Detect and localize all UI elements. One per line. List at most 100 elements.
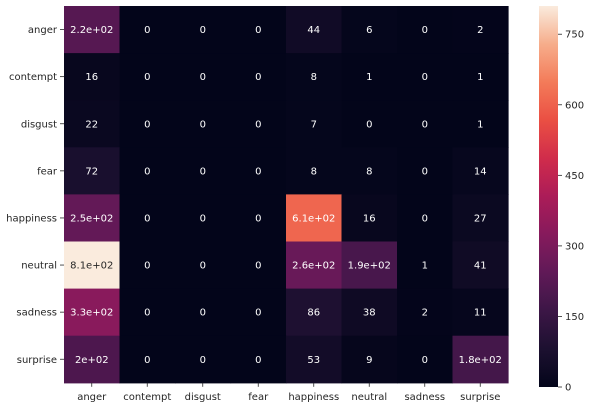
cell-annotation: 0 xyxy=(200,355,206,366)
y-tick-label: contempt xyxy=(9,72,57,83)
cell-annotation: 44 xyxy=(307,25,320,36)
cell-annotation: 0 xyxy=(255,261,261,272)
heatmap-cell-disgust-disgust xyxy=(175,100,232,148)
heatmap-cell-happiness-contempt xyxy=(119,194,176,243)
y-tick-labels: anger contempt disgust fear happiness neutral… xyxy=(6,25,64,366)
cell-annotation: 0 xyxy=(144,166,150,177)
cell-annotation: 0 xyxy=(422,213,428,224)
heatmap-cell-anger-sadness xyxy=(397,6,454,54)
colorbar xyxy=(539,6,558,387)
colorbar-tick-label: 450 xyxy=(565,171,584,182)
heatmap-cell-anger-anger xyxy=(64,6,121,54)
cell-annotation: 86 xyxy=(307,308,320,319)
y-tick-label: disgust xyxy=(21,119,57,130)
heatmap-cell-fear-fear xyxy=(230,147,287,195)
heatmap-cell-neutral-fear xyxy=(230,241,287,290)
colorbar-tick-label: 150 xyxy=(565,312,584,323)
heatmap-cell-fear-surprise xyxy=(452,147,509,195)
heatmap-cell-sadness-fear xyxy=(230,288,287,337)
cell-annotation: 0 xyxy=(200,166,206,177)
cell-annotation: 1 xyxy=(477,119,483,130)
colorbar-tick-label: 600 xyxy=(565,100,584,111)
cell-annotation: 2 xyxy=(477,25,483,36)
cell-annotation: 0 xyxy=(422,166,428,177)
heatmap-cell-sadness-happiness xyxy=(286,288,343,337)
cell-annotation: 0 xyxy=(422,25,428,36)
heatmap-cell-fear-contempt xyxy=(119,147,176,195)
heatmap-cell-neutral-neutral xyxy=(341,241,398,290)
heatmap-cell-contempt-sadness xyxy=(397,53,454,101)
colorbar-tick-label: 750 xyxy=(565,30,584,41)
heatmap-cell-sadness-surprise xyxy=(452,288,509,337)
heatmap-cell-disgust-contempt xyxy=(119,100,176,148)
heatmap-cell-disgust-sadness xyxy=(397,100,454,148)
cell-annotation: 38 xyxy=(363,308,376,319)
cell-annotation: 0 xyxy=(200,72,206,83)
cell-annotation: 3.3e+02 xyxy=(70,308,113,319)
heatmap-cell-happiness-fear xyxy=(230,194,287,243)
cell-annotation: 41 xyxy=(474,261,487,272)
heatmap-cell-surprise-neutral xyxy=(341,335,398,384)
heatmap-cell-neutral-disgust xyxy=(175,241,232,290)
cell-annotation: 0 xyxy=(422,355,428,366)
cell-annotation: 2.5e+02 xyxy=(70,213,113,224)
cell-annotation: 27 xyxy=(474,213,487,224)
cell-annotation: 8 xyxy=(311,166,317,177)
cell-annotation: 0 xyxy=(200,261,206,272)
heatmap-cell-fear-happiness xyxy=(286,147,343,195)
y-tick-label: anger xyxy=(28,25,58,36)
heatmap-cell-fear-sadness xyxy=(397,147,454,195)
x-tick-label: happiness xyxy=(288,392,339,403)
cell-annotation: 8.1e+02 xyxy=(70,261,113,272)
cell-annotation: 14 xyxy=(474,166,487,177)
cell-annotation: 0 xyxy=(144,213,150,224)
cell-annotation: 0 xyxy=(366,119,372,130)
cell-annotation: 8 xyxy=(366,166,372,177)
cell-annotation: 11 xyxy=(474,308,487,319)
heatmap-cell-disgust-surprise xyxy=(452,100,509,148)
x-tick-label: fear xyxy=(248,392,269,403)
y-tick-label: surprise xyxy=(17,355,57,366)
cell-annotation: 6.1e+02 xyxy=(292,213,335,224)
cell-annotation: 0 xyxy=(255,308,261,319)
heatmap-cell-fear-anger xyxy=(64,147,121,195)
heatmap-cell-happiness-disgust xyxy=(175,194,232,243)
heatmap-cell-neutral-sadness xyxy=(397,241,454,290)
heatmap-cell-sadness-disgust xyxy=(175,288,232,337)
heatmap-cell-sadness-neutral xyxy=(341,288,398,337)
heatmap-cell-disgust-fear xyxy=(230,100,287,148)
heatmap-cell-neutral-happiness xyxy=(286,241,343,290)
cell-annotation: 53 xyxy=(307,355,320,366)
heatmap-cell-happiness-surprise xyxy=(452,194,509,243)
cell-annotation: 8 xyxy=(311,72,317,83)
heatmap-cell-happiness-happiness xyxy=(286,194,343,243)
cell-annotation: 0 xyxy=(200,119,206,130)
heatmap-cells: 2.2e+02 0 0 0 44 6 0 2 16 0 0 0 8 1 0 1 22 0 0 0 7 0 0 1 72 0 0 0 8 8… xyxy=(64,6,509,384)
heatmap-cell-disgust-happiness xyxy=(286,100,343,148)
heatmap-cell-disgust-neutral xyxy=(341,100,398,148)
heatmap-cell-anger-contempt xyxy=(119,6,176,54)
heatmap-cell-contempt-happiness xyxy=(286,53,343,101)
cell-annotation: 16 xyxy=(85,72,98,83)
heatmap-cell-surprise-anger xyxy=(64,335,121,384)
cell-annotation: 22 xyxy=(85,119,98,130)
heatmap-cell-anger-surprise xyxy=(452,6,509,54)
x-tick-label: surprise xyxy=(460,392,500,403)
colorbar-tick-label: 0 xyxy=(565,383,571,394)
heatmap-cell-anger-neutral xyxy=(341,6,398,54)
cell-annotation: 0 xyxy=(200,25,206,36)
heatmap-cell-surprise-fear xyxy=(230,335,287,384)
heatmap-cell-anger-fear xyxy=(230,6,287,54)
heatmap-cell-surprise-sadness xyxy=(397,335,454,384)
heatmap-cell-contempt-surprise xyxy=(452,53,509,101)
cell-annotation: 0 xyxy=(255,355,261,366)
cell-annotation: 16 xyxy=(363,213,376,224)
colorbar-tick-label: 300 xyxy=(565,241,584,252)
cell-annotation: 6 xyxy=(366,25,372,36)
cell-annotation: 1 xyxy=(366,72,372,83)
cell-annotation: 0 xyxy=(200,213,206,224)
cell-annotation: 9 xyxy=(366,355,372,366)
cell-annotation: 1.8e+02 xyxy=(459,355,502,366)
x-tick-label: sadness xyxy=(404,392,445,403)
x-tick-label: disgust xyxy=(185,392,221,403)
